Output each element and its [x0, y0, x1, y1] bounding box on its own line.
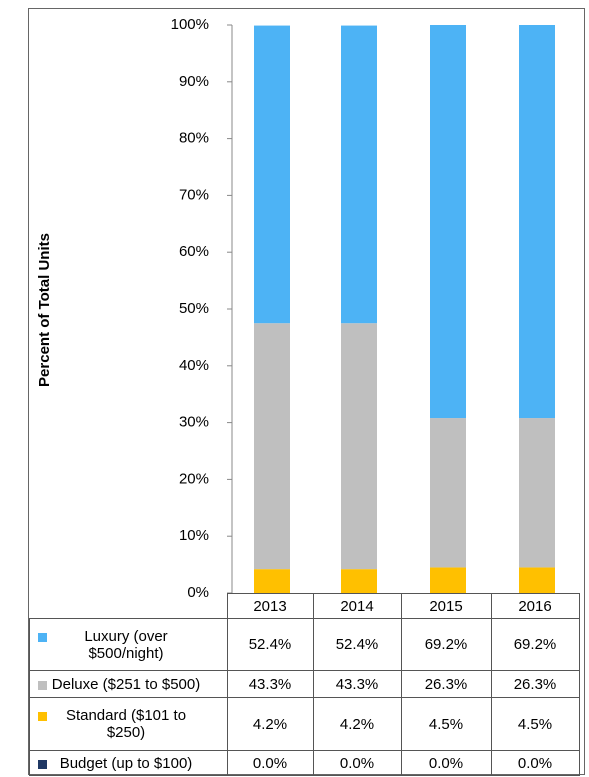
- bar-segment: [341, 569, 377, 593]
- category-header: 2013: [226, 593, 314, 619]
- corner-cell: [29, 593, 228, 619]
- value-cell: 69.2%: [490, 618, 580, 671]
- value-cell: 4.2%: [312, 697, 402, 751]
- legend-swatch: [38, 680, 47, 690]
- bar-segment: [519, 567, 555, 593]
- legend-swatch: [38, 632, 47, 642]
- header-row: 2013 2014 2015 2016: [29, 593, 580, 619]
- y-tick-label: 10%: [179, 527, 209, 544]
- bar-segment: [430, 25, 466, 419]
- legend-swatch: [38, 759, 47, 769]
- value-cell: 52.4%: [226, 618, 314, 671]
- value-cell: 69.2%: [400, 618, 492, 671]
- series-row: Budget (up to $100) 0.0% 0.0% 0.0% 0.0%: [29, 750, 580, 776]
- series-row: Luxury (over $500/night) 52.4% 52.4% 69.2% 6…: [29, 618, 580, 671]
- y-tick-label: 80%: [179, 130, 209, 147]
- value-cell: 0.0%: [400, 750, 492, 776]
- bar-segment: [254, 323, 290, 570]
- y-tick-label: 20%: [179, 470, 209, 487]
- y-tick-label: 50%: [179, 300, 209, 317]
- bar-segment: [519, 418, 555, 568]
- value-cell: 26.3%: [400, 670, 492, 698]
- value-cell: 4.5%: [400, 697, 492, 751]
- y-tick-label: 70%: [179, 186, 209, 203]
- bar-segment: [341, 323, 377, 570]
- category-header: 2014: [312, 593, 402, 619]
- bar-segment: [519, 25, 555, 419]
- bar-segment: [341, 25, 377, 324]
- value-cell: 0.0%: [226, 750, 314, 776]
- legend-label: Deluxe ($251 to $500): [51, 675, 201, 693]
- bar-segment: [430, 567, 466, 593]
- legend-cell: Luxury (over $500/night): [29, 618, 228, 671]
- legend-label: Budget (up to $100): [59, 754, 193, 772]
- legend-label: Standard ($101 to $250): [65, 707, 187, 741]
- value-cell: 43.3%: [226, 670, 314, 698]
- y-tick-label: 40%: [179, 357, 209, 374]
- category-header: 2015: [400, 593, 492, 619]
- value-cell: 4.5%: [490, 697, 580, 751]
- bar-segment: [254, 569, 290, 593]
- value-cell: 0.0%: [490, 750, 580, 776]
- legend-cell: Deluxe ($251 to $500): [29, 670, 228, 698]
- value-cell: 43.3%: [312, 670, 402, 698]
- data-table: 2013 2014 2015 2016 Luxury (over $500/night)…: [29, 593, 580, 776]
- y-tick-label: 30%: [179, 414, 209, 431]
- value-cell: 0.0%: [312, 750, 402, 776]
- legend-swatch: [38, 712, 47, 721]
- bar-segment: [254, 25, 290, 324]
- y-tick-label: 100%: [171, 16, 209, 33]
- y-axis-label: Percent of Total Units: [36, 233, 53, 387]
- bar-segment: [430, 418, 466, 568]
- category-header: 2016: [490, 593, 580, 619]
- y-tick-label: 90%: [179, 73, 209, 90]
- y-tick-label: 60%: [179, 243, 209, 260]
- series-row: Deluxe ($251 to $500) 43.3% 43.3% 26.3% 26.3…: [29, 670, 580, 698]
- series-row: Standard ($101 to $250) 4.2% 4.2% 4.5% 4.5%: [29, 697, 580, 751]
- value-cell: 4.2%: [226, 697, 314, 751]
- legend-label: Luxury (over $500/night): [84, 627, 168, 662]
- value-cell: 52.4%: [312, 618, 402, 671]
- legend-cell: Standard ($101 to $250): [29, 697, 228, 751]
- legend-cell: Budget (up to $100): [29, 750, 228, 776]
- value-cell: 26.3%: [490, 670, 580, 698]
